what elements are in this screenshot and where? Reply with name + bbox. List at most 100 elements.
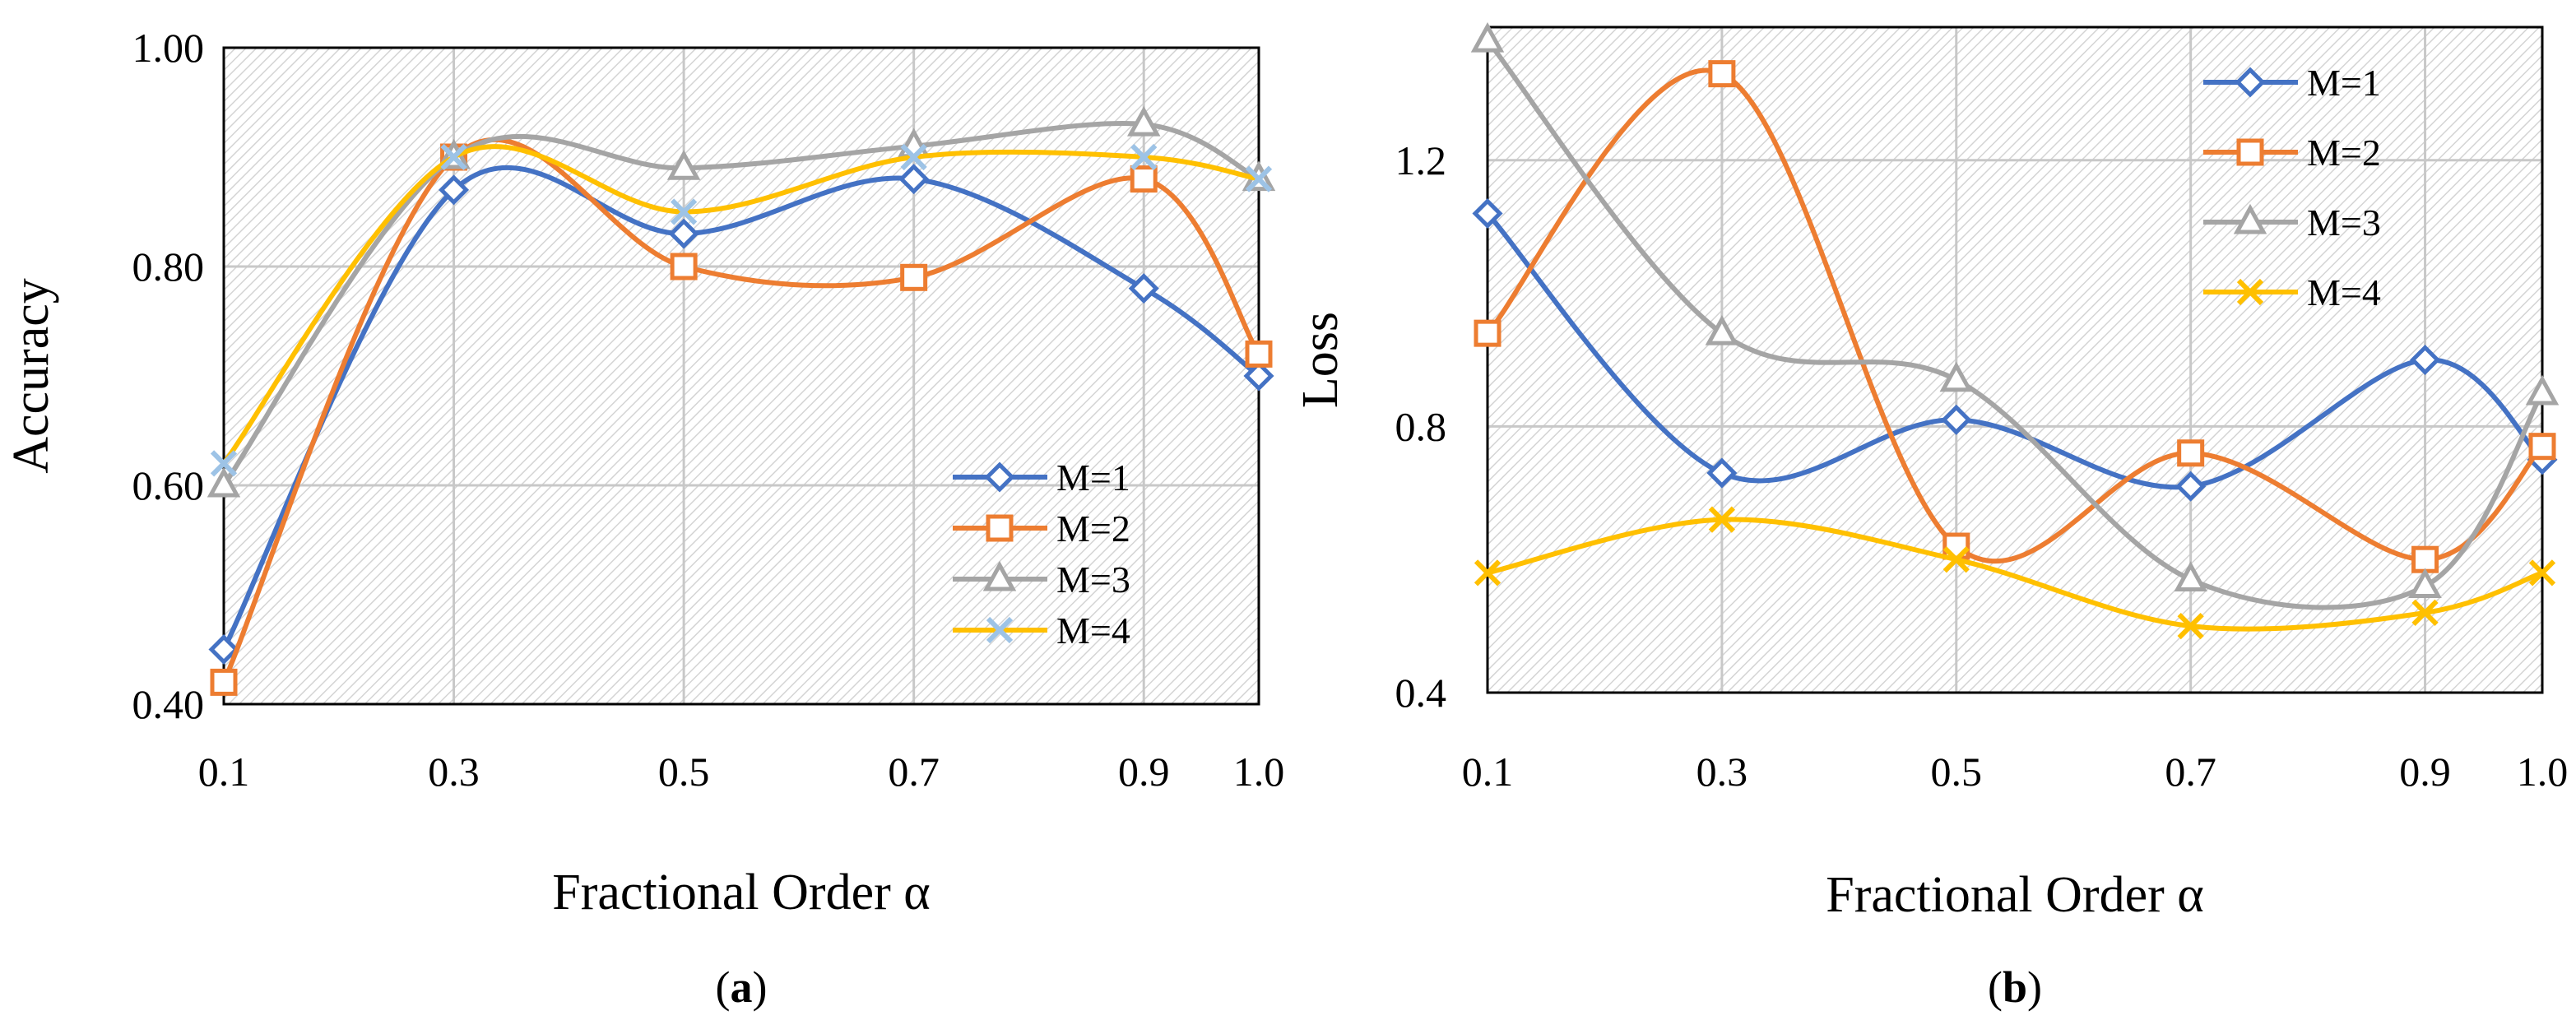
chart-a: 0.40 0.60 0.80 1.00 0.1 0.3 0.5 0.7 0.9 1.0 Fracti… [3,25,1284,1012]
chart-a-series-m4 [210,143,1273,477]
chart-a-series-m4-point-stroke-b [1130,143,1158,171]
chart-b-x-axis-title: Fractional Order α [1826,867,2203,923]
chart-a-legend-swatch-marker [986,616,1014,644]
chart-a-series-m2-point [210,668,238,696]
chart-b-legend-label: M=2 [2307,132,2381,174]
chart-a-x-tick-label: 0.3 [428,749,480,795]
chart-a-x-tick-label: 0.9 [1118,749,1170,795]
chart-a-series-m1 [208,164,1274,665]
chart-b-panel-label: (b) [1988,962,2042,1012]
chart-b-series-m3 [1470,22,2560,610]
chart-a-series-m1-point [1243,360,1274,392]
chart-a-series-m2-point [1245,340,1273,368]
chart-b-legend-swatch-marker [2233,203,2267,234]
chart-a-legend-label: M=2 [1056,508,1130,549]
chart-a-legend-swatch-marker [982,560,1017,591]
chart-b-y-axis-title: Loss [1293,312,1348,408]
chart-a-legend-swatch-marker-stroke-b [986,616,1014,644]
chart-b-x-tick-label: 1.0 [2517,749,2569,795]
chart-a-y-tick-label: 0.40 [132,681,205,727]
chart-a-legend-label: M=4 [1056,610,1130,651]
chart-b-series-m4-point [2528,559,2556,587]
chart-b-series-m4-point-stroke-b [1942,546,1970,573]
chart-a-series-m4-point [900,143,927,171]
chart-b-series-m3-point [2174,561,2207,591]
chart-b-series-m4-point-stroke-b [2411,599,2439,627]
chart-a-series-m3-point [666,150,701,180]
chart-a-x-axis-title: Fractional Order α [552,865,930,920]
chart-b-series-m1-point [1941,404,1972,435]
chart-b-x-tick-label: 0.9 [2399,749,2451,795]
chart-a-series-m4-point [440,143,467,171]
chart-a-x-tick-label: 0.5 [658,749,710,795]
chart-b-legend-swatch-marker [2236,278,2264,306]
chart-a-legend-swatch-marker [984,461,1015,493]
chart-a-y-axis-title: Accuracy [3,278,59,474]
chart-a-series-m3-point [1126,105,1161,137]
chart-a-legend-label: M=3 [1056,559,1130,600]
chart-b-series-m3-point [2408,568,2442,599]
chart-a-legend-swatch-marker [986,514,1014,542]
chart-a-y-tick-label: 0.80 [132,243,205,290]
chart-b-series-m4 [1474,506,2556,640]
chart-b-series-m4-point [1708,506,1736,533]
chart-b-legend-item: M=3 [2203,202,2381,243]
chart-a-series-m1-point [668,218,699,249]
chart-b-series-m4-point [2411,599,2439,627]
chart-b-series-m2-point [2411,545,2439,573]
chart-a-legend-item: M=2 [953,508,1130,549]
chart-b-plot-border [1486,26,2544,694]
chart-b-hatch-fill [1488,27,2542,693]
chart-a-x-tick-label: 0.7 [888,749,940,795]
chart-b-legend-item: M=1 [2203,62,2381,104]
chart-b-legend-label: M=3 [2307,202,2381,243]
chart-a-series-m4-point-stroke-b [440,143,467,171]
chart-b-series-m3-point [1939,361,1974,392]
chart-a-series-m1-point [898,164,930,195]
chart-b-x-tick-label: 0.7 [2165,749,2216,795]
chart-a-series-m4-point-stroke-b [670,198,698,225]
chart-b-series-m2-point [1708,60,1736,88]
chart-a-series-m4-point [210,450,238,477]
chart-b-series-m2-point [1474,319,1502,347]
chart-b: 0.4 0.8 1.2 0.1 0.3 0.5 0.7 0.9 1.0 Fractional Or… [1293,22,2569,1012]
chart-b-series-m4-point-stroke-b [1474,559,1502,587]
chart-b-y-tick-label: 0.4 [1395,670,1447,716]
chart-a-x-tick-label: 1.0 [1233,749,1285,795]
chart-b-legend-swatch-marker-stroke-b [2236,278,2264,306]
chart-a-panel-label: (a) [716,962,768,1012]
chart-a-series-m1-point [1128,273,1159,304]
chart-a-legend-item: M=3 [953,559,1130,600]
chart-b-legend: M=1 M=2 M=3 M=4 [2203,62,2381,313]
chart-a-series-m2-point [900,263,928,291]
chart-b-legend-item: M=2 [2203,132,2381,174]
chart-a-series-m4-point-stroke-b [1245,165,1273,192]
chart-a-series-m4-line [221,144,1260,466]
chart-b-series-m3-point [1705,314,1739,345]
chart-a-series-m1-point [208,633,239,665]
chart-b-series-m4-point [2177,612,2204,640]
chart-b-series-m3-point [2525,374,2560,406]
chart-a-series-m4-point-stroke-b [900,143,927,171]
chart-a-series-m1-point [439,174,470,206]
chart-a-series-m4-point [670,198,698,225]
chart-b-y-tick-label: 1.2 [1395,137,1447,183]
chart-b-legend-label: M=4 [2307,271,2381,313]
chart-a-legend-label: M=1 [1056,457,1130,498]
chart-a-hatch-fill [224,48,1259,704]
chart-b-series-m4-point-stroke-b [2177,612,2204,640]
chart-a-series-m3-point [207,466,241,498]
chart-b-series-m2 [1474,60,2556,573]
chart-b-series-m2-point [2177,439,2205,467]
chart-b-y-tick-label: 0.8 [1395,403,1447,449]
chart-b-series-m2-point [2528,433,2556,461]
chart-b-legend-label: M=1 [2307,62,2381,104]
chart-a-legend-item: M=1 [953,457,1130,498]
chart-b-series-m1-point [1472,197,1503,230]
chart-a-series-m2-point [670,253,698,281]
chart-b-x-tick-label: 0.1 [1462,749,1514,795]
chart-a-series-m4-point-stroke-b [210,450,238,477]
chart-a-series-m4-point [1130,143,1158,171]
